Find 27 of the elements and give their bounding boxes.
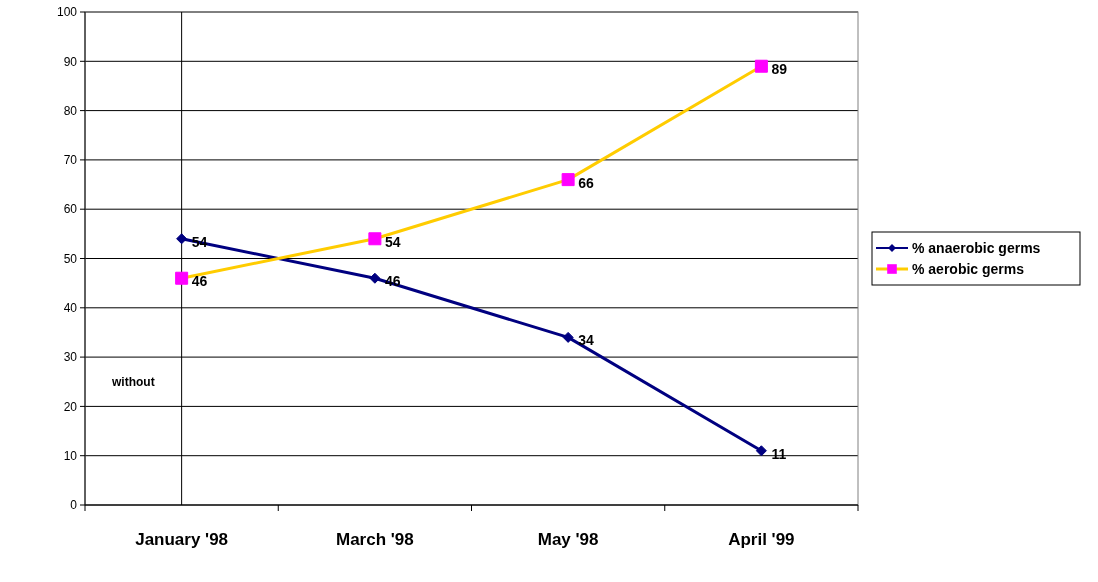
y-tick-label: 10 xyxy=(63,448,78,463)
legend-label: % aerobic germs xyxy=(912,260,1025,277)
data-label: 54 xyxy=(384,233,401,250)
y-tick-label: 70 xyxy=(63,153,78,168)
x-tick-label: May '98 xyxy=(537,530,599,549)
point xyxy=(176,233,188,245)
y-tick-label: 50 xyxy=(63,251,78,266)
y-tick-label: 100 xyxy=(56,5,78,20)
y-tick-label: 0 xyxy=(70,498,78,513)
data-label: 66 xyxy=(578,174,594,191)
x-tick-label: March '98 xyxy=(336,530,414,549)
data-label: 46 xyxy=(191,273,208,290)
x-tick-label: April '99 xyxy=(728,530,795,549)
annotation: without xyxy=(110,374,155,389)
x-tick-label: January '98 xyxy=(135,530,229,549)
point xyxy=(369,272,381,284)
data-label: 89 xyxy=(771,61,788,78)
point xyxy=(562,331,574,343)
y-tick-label: 80 xyxy=(63,103,78,118)
y-tick-label: 90 xyxy=(63,54,78,69)
y-tick-label: 20 xyxy=(63,399,78,414)
legend-label: % anaerobic germs xyxy=(912,239,1041,256)
data-label: 34 xyxy=(578,332,594,349)
y-tick-label: 40 xyxy=(63,301,78,315)
point xyxy=(755,445,767,457)
y-tick-label: 30 xyxy=(63,350,78,365)
y-tick-label: 60 xyxy=(63,202,78,217)
